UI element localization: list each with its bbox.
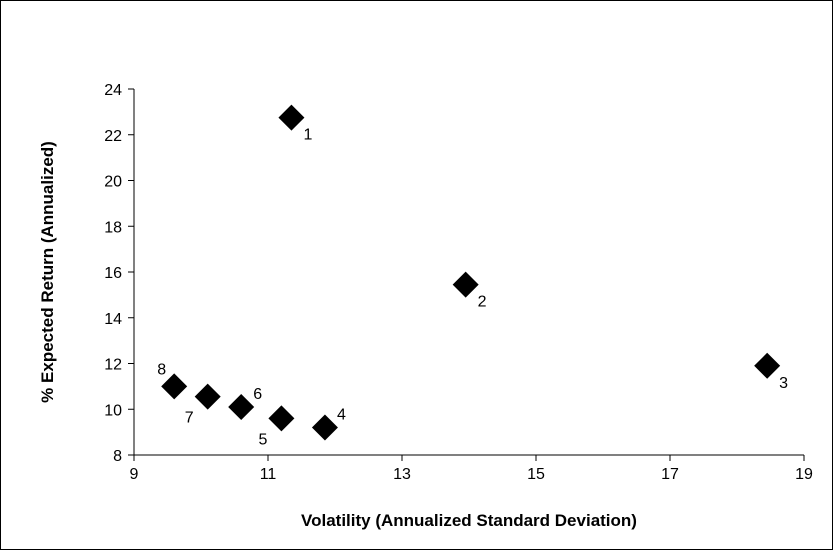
- data-point-label: 5: [258, 431, 267, 448]
- x-tick-label: 11: [260, 466, 277, 483]
- x-tick-label: 15: [527, 466, 545, 483]
- data-point-marker: [194, 383, 221, 410]
- data-point-label: 7: [185, 410, 194, 427]
- data-points: [161, 104, 781, 441]
- x-tick-label: 13: [393, 466, 411, 483]
- data-point-marker: [754, 352, 781, 379]
- axes: [133, 89, 804, 456]
- x-tick-label: 19: [795, 466, 813, 483]
- y-axis-ticks: 8 10 12 14 16 18 20 22 24: [104, 82, 134, 465]
- x-tick-label: 9: [130, 466, 139, 483]
- data-point-marker: [228, 393, 255, 420]
- y-axis-title: % Expected Return (Annualized): [38, 141, 57, 403]
- data-point-marker: [452, 271, 479, 298]
- x-tick-label: 17: [661, 466, 679, 483]
- data-point-label: 1: [303, 127, 312, 144]
- y-tick-label: 12: [104, 357, 122, 374]
- x-axis-ticks: 9 11 13 15 17 19: [130, 455, 813, 483]
- y-tick-label: 24: [104, 82, 122, 99]
- y-tick-label: 18: [104, 219, 122, 236]
- data-point-label: 3: [779, 375, 788, 392]
- data-point-marker: [161, 373, 188, 400]
- data-point-label: 4: [337, 407, 346, 424]
- data-point-marker: [311, 414, 338, 441]
- data-point-label: 6: [253, 386, 262, 403]
- data-point-marker: [268, 405, 295, 432]
- y-tick-label: 16: [104, 265, 122, 282]
- x-axis-title: Volatility (Annualized Standard Deviatio…: [301, 511, 637, 530]
- data-point-marker: [278, 104, 305, 131]
- y-tick-label: 8: [113, 448, 122, 465]
- y-tick-label: 10: [104, 402, 122, 419]
- y-tick-label: 22: [104, 128, 122, 145]
- y-tick-label: 20: [104, 174, 122, 191]
- data-point-label: 2: [478, 294, 487, 311]
- y-tick-label: 14: [104, 311, 122, 328]
- point-labels: 1 2 3 4 5 6 7 8: [157, 127, 788, 449]
- data-point-label: 8: [157, 361, 166, 378]
